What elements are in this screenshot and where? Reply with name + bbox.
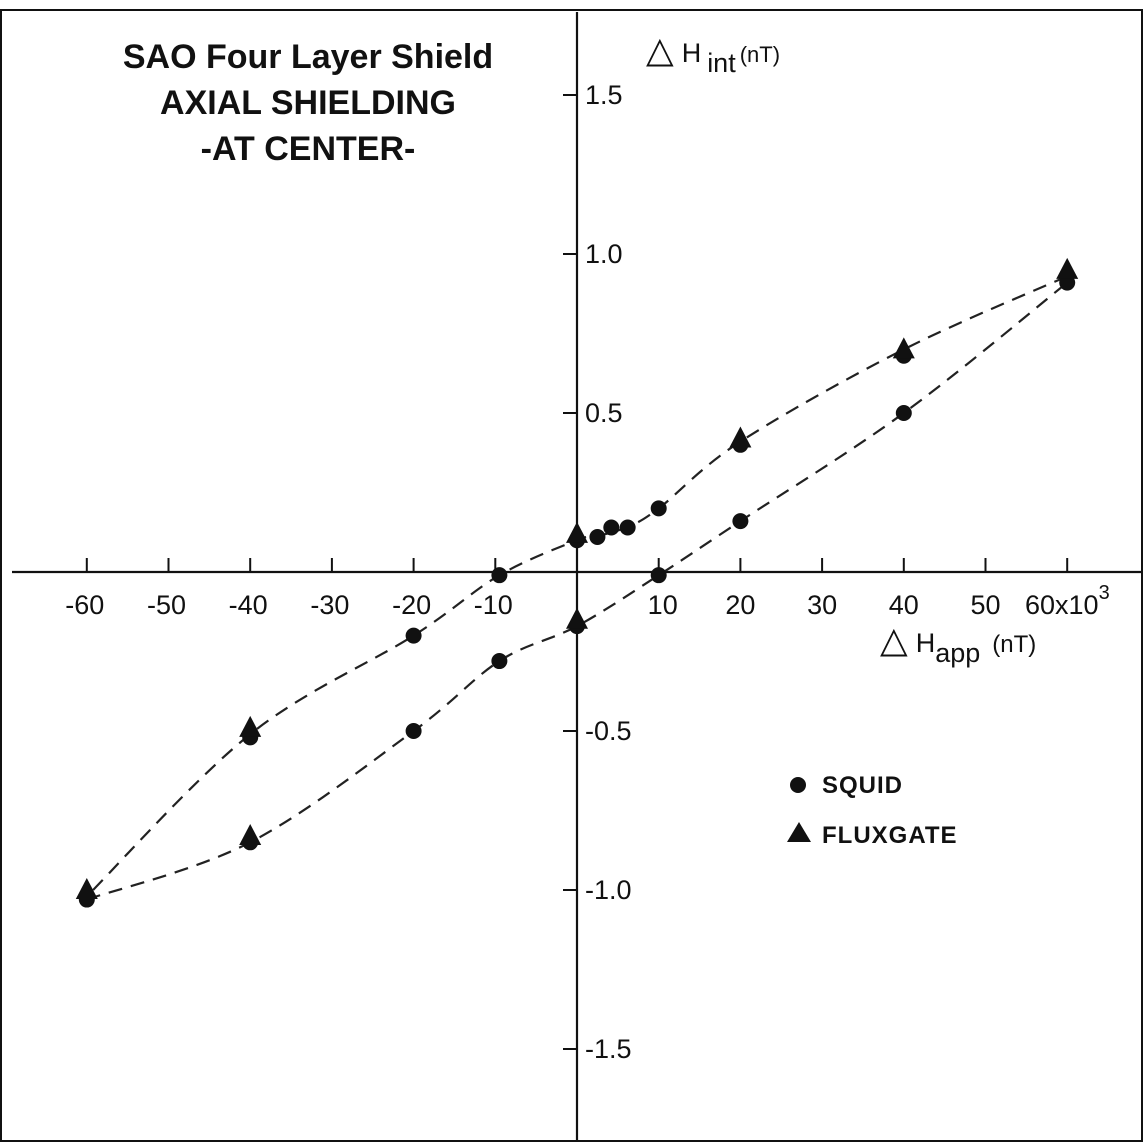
legend-label-squid: SQUID xyxy=(822,772,903,799)
chart-title: SAO Four Layer Shield AXIAL SHIELDING -A… xyxy=(123,38,493,168)
x-axis-label: △ Happ (nT) xyxy=(880,619,1036,668)
x-axis-label-text: △ Happ (nT) xyxy=(880,619,1036,668)
squid-point xyxy=(589,529,606,546)
x-multiplier-base: 60x10 xyxy=(1025,590,1099,620)
fluxgate-point xyxy=(566,607,588,629)
squid-point xyxy=(895,405,912,421)
x-tick-label: -30 xyxy=(310,590,349,620)
legend-circle-icon xyxy=(790,777,806,793)
y-delta-symbol: △ xyxy=(646,29,674,70)
squid-point xyxy=(650,500,667,517)
y-tick-label: -1.5 xyxy=(585,1034,632,1064)
data-points xyxy=(75,257,1079,908)
fluxgate-point xyxy=(1056,257,1079,279)
y-label-subscript: int xyxy=(707,48,736,78)
fluxgate-point xyxy=(239,823,262,845)
squid-point xyxy=(491,653,508,670)
squid-point xyxy=(732,513,749,530)
title-line-3: -AT CENTER- xyxy=(201,130,416,168)
fluxgate-point xyxy=(892,337,915,359)
legend-triangle-icon xyxy=(787,822,811,842)
x-delta-symbol: △ xyxy=(880,619,908,660)
squid-point xyxy=(405,627,422,644)
chart-frame xyxy=(0,9,1143,1142)
x-multiplier-label: 60x103 xyxy=(1025,582,1110,620)
y-tick-label: -1.0 xyxy=(585,875,632,905)
dashed-curves xyxy=(86,275,1068,901)
fluxgate-point xyxy=(566,521,588,543)
x-tick-label: -20 xyxy=(392,590,431,620)
title-line-2: AXIAL SHIELDING xyxy=(160,84,456,122)
x-tick-label-60: 60x103 xyxy=(1025,582,1110,620)
y-label-unit: (nT) xyxy=(740,42,780,67)
squid-point xyxy=(619,519,636,536)
title-line-1: SAO Four Layer Shield xyxy=(123,38,493,76)
fluxgate-point xyxy=(239,715,262,737)
x-tick-label: 10 xyxy=(648,590,678,620)
x-multiplier-exponent: 3 xyxy=(1099,582,1110,604)
y-label-base: H xyxy=(682,38,702,68)
x-tick-label: -10 xyxy=(474,590,513,620)
y-tick-label: 0.5 xyxy=(585,398,623,428)
x-tick-label: -40 xyxy=(229,590,268,620)
squid-point xyxy=(603,519,620,536)
y-tick-label: -0.5 xyxy=(585,716,632,746)
legend: SQUID FLUXGATE xyxy=(787,772,958,849)
x-tick-label: 50 xyxy=(970,590,1000,620)
fluxgate-point xyxy=(729,426,752,448)
y-tick-label: 1.0 xyxy=(585,239,623,269)
legend-label-fluxgate: FLUXGATE xyxy=(822,822,958,849)
x-label-base: H xyxy=(916,628,936,658)
curve-upper-branch xyxy=(86,275,1068,898)
y-tick-label: 1.5 xyxy=(585,80,623,110)
x-label-subscript: app xyxy=(935,638,980,668)
x-tick-label: -60 xyxy=(65,590,104,620)
squid-point xyxy=(650,567,667,584)
squid-point xyxy=(405,723,422,739)
x-label-unit: (nT) xyxy=(992,631,1036,658)
squid-point xyxy=(491,567,508,584)
fluxgate-point xyxy=(75,878,98,899)
x-tick-label: -50 xyxy=(147,590,186,620)
x-tick-label: 20 xyxy=(725,590,755,620)
x-tick-label: 40 xyxy=(889,590,919,620)
x-tick-label: 30 xyxy=(807,590,837,620)
